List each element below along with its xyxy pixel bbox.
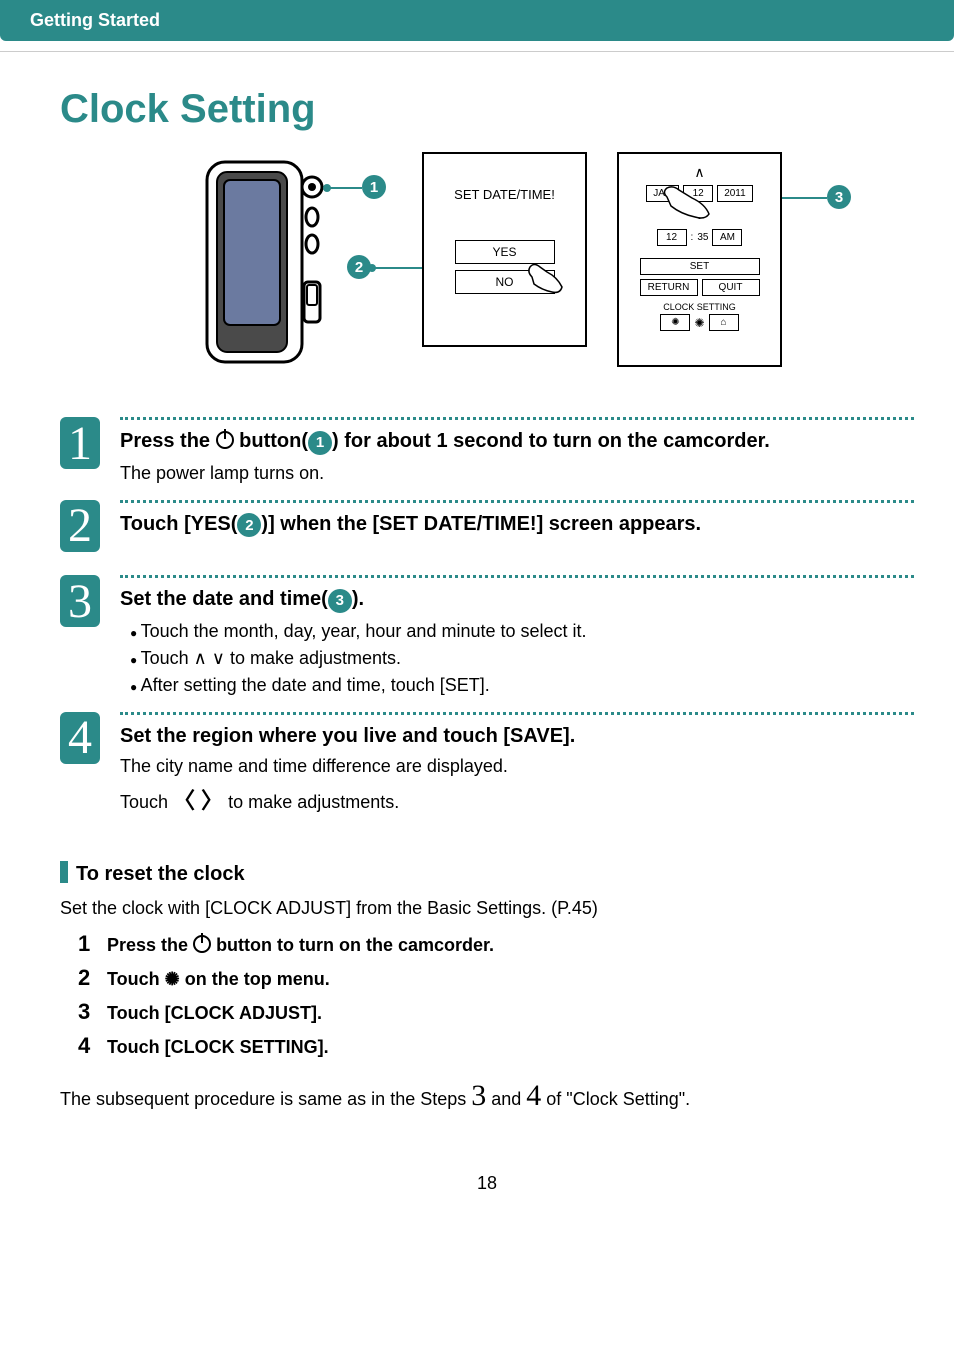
accent-bar [60, 861, 68, 883]
closing-text: The subsequent procedure is same as in t… [60, 1079, 914, 1113]
reset-item-2: 2 Touch ✺ on the top menu. [78, 965, 914, 991]
reset-item-4: 4 Touch [CLOCK SETTING]. [78, 1033, 914, 1059]
step-1-title: Press the button(1) for about 1 second t… [120, 430, 914, 455]
header-section: Getting Started [0, 0, 954, 41]
step-1: 1 Press the button(1) for about 1 second… [60, 417, 914, 490]
step-num-4: 4 [60, 712, 100, 764]
callout-2: 2 [347, 255, 371, 279]
step-3-bullets: Touch the month, day, year, hour and min… [120, 621, 914, 696]
step-4-title: Set the region where you live and touch … [120, 725, 914, 748]
step-2-title: Touch [YES(2)] when the [SET DATE/TIME!]… [120, 513, 914, 538]
callout-1: 1 [362, 175, 386, 199]
power-icon [216, 431, 234, 449]
screen1-title: SET DATE/TIME! [454, 187, 555, 202]
finger-pointer-icon-2 [657, 182, 717, 222]
page-title: Clock Setting [60, 87, 914, 132]
reset-steps: 1 Press the button to turn on the camcor… [60, 931, 914, 1059]
inline-callout-2: 2 [237, 513, 261, 537]
reset-heading: To reset the clock [60, 861, 914, 886]
page-number: 18 [60, 1173, 914, 1194]
gear-icon-2: ✺ [694, 316, 704, 330]
step-4-sub1: The city name and time difference are di… [120, 756, 914, 777]
step-4: 4 Set the region where you live and touc… [60, 712, 914, 821]
gear-icon: ✺ [165, 969, 180, 989]
finger-pointer-icon [522, 252, 572, 302]
bullet: Touch the month, day, year, hour and min… [130, 621, 914, 642]
diagram-row: 1 SET DATE/TIME! YES NO 2 [60, 152, 914, 377]
reset-item-1: 1 Press the button to turn on the camcor… [78, 931, 914, 957]
step-num-1: 1 [60, 417, 100, 469]
bullet: Touch ∧ ∨ to make adjustments. [130, 648, 914, 669]
set-button[interactable]: SET [640, 258, 760, 275]
gear-icon-1: ✺ [660, 314, 690, 331]
inline-callout-1: 1 [308, 431, 332, 455]
minute-cell[interactable]: 35 [697, 232, 708, 243]
step-num-2: 2 [60, 500, 100, 552]
quit-button[interactable]: QUIT [702, 279, 760, 296]
inline-callout-3: 3 [328, 589, 352, 613]
screen2-footer: CLOCK SETTING [663, 302, 736, 312]
ampm-cell[interactable]: AM [712, 229, 742, 246]
step-3: 3 Set the date and time(3). Touch the mo… [60, 575, 914, 702]
step-2: 2 Touch [YES(2)] when the [SET DATE/TIME… [60, 500, 914, 566]
hour-cell[interactable]: 12 [657, 229, 687, 246]
home-icon: ⌂ [709, 314, 739, 331]
year-cell[interactable]: 2011 [717, 185, 753, 202]
camcorder-illustration [192, 152, 342, 372]
no-label: NO [496, 275, 514, 289]
return-button[interactable]: RETURN [640, 279, 698, 296]
reset-sub: Set the clock with [CLOCK ADJUST] from t… [60, 898, 914, 919]
step-3-title: Set the date and time(3). [120, 588, 914, 613]
reset-item-3: 3 Touch [CLOCK ADJUST]. [78, 999, 914, 1025]
callout-3: 3 [827, 185, 851, 209]
step-4-sub2: Touch 〈 〉 to make adjustments. [120, 783, 914, 815]
yes-label: YES [492, 245, 516, 259]
steps-list: 1 Press the button(1) for about 1 second… [60, 417, 914, 821]
step-1-sub: The power lamp turns on. [120, 463, 914, 484]
step-num-3: 3 [60, 575, 100, 627]
power-icon [193, 935, 211, 953]
screen-set-date-time: SET DATE/TIME! YES NO [422, 152, 587, 347]
bullet: After setting the date and time, touch [… [130, 675, 914, 696]
